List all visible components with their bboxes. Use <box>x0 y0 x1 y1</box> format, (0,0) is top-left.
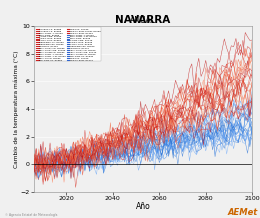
Text: AEMet: AEMet <box>227 208 257 217</box>
Text: © Agencia Estatal de Meteorología: © Agencia Estatal de Meteorología <box>5 213 57 217</box>
Legend: ACCESS1-0, RCP85, ACCESS1-3, RCP85, BCC-CSM1-1, RCP85, BNU-ESM, RCP85, CNRM-CM5,: ACCESS1-0, RCP85, ACCESS1-3, RCP85, BCC-… <box>35 27 101 61</box>
Y-axis label: Cambio de la temperatura máxima (°C): Cambio de la temperatura máxima (°C) <box>14 50 19 168</box>
Title: NAVARRA: NAVARRA <box>115 15 171 25</box>
X-axis label: Año: Año <box>136 202 150 211</box>
Text: ANUAL: ANUAL <box>130 15 156 24</box>
